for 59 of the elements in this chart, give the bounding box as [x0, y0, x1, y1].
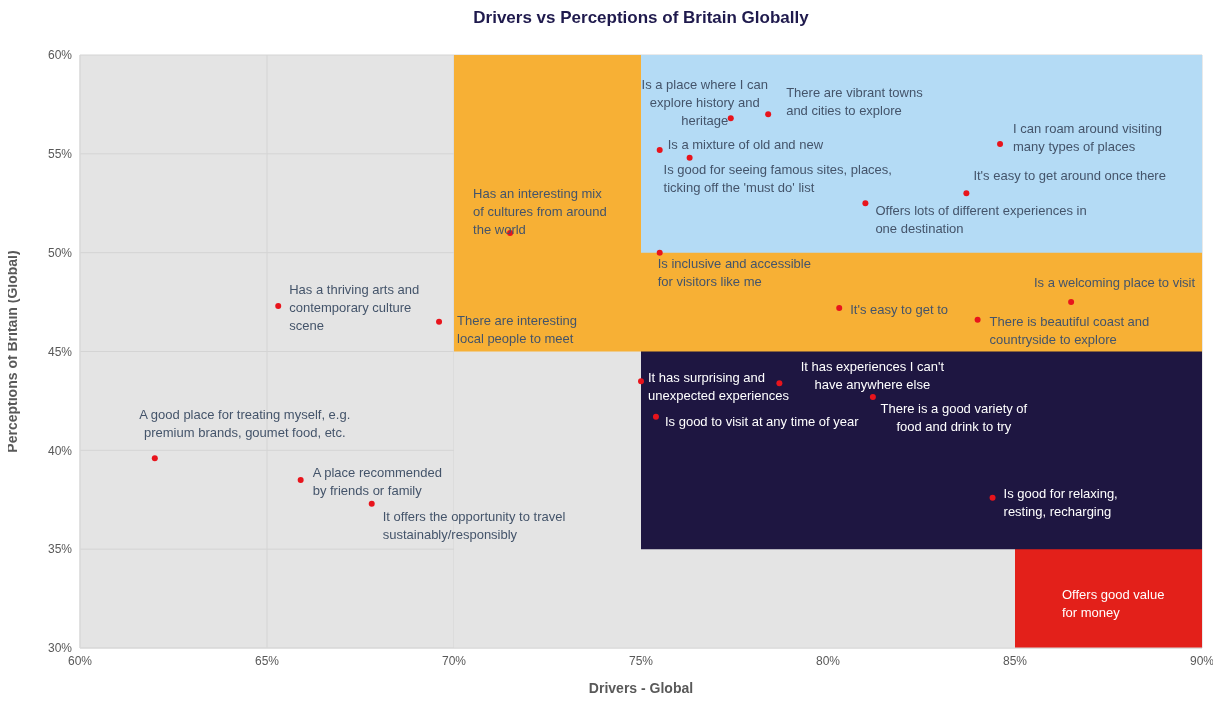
x-tick-label: 60%: [67, 653, 93, 668]
data-label: Is a mixture of old and new: [667, 136, 824, 152]
data-label: A good place for treating myself, e.g. premium brands, goumet food, etc.: [139, 406, 351, 440]
point: [652, 413, 659, 420]
data-label: It offers the opportunity to travel sustainably/responsibly: [382, 508, 566, 542]
point: [686, 154, 693, 161]
point: [997, 140, 1004, 147]
y-tick-label: 30%: [47, 641, 73, 656]
chart-title: Drivers vs Perceptions of Britain Globally: [472, 8, 810, 28]
point: [765, 111, 772, 118]
y-tick-label: 50%: [47, 245, 73, 260]
y-tick-label: 40%: [47, 443, 73, 458]
y-tick-label: 45%: [47, 344, 73, 359]
x-tick-label: 90%: [1189, 653, 1215, 668]
x-tick-label: 65%: [254, 653, 280, 668]
point: [869, 393, 876, 400]
point: [656, 249, 663, 256]
data-label: Is inclusive and accessible for visitors like me: [657, 255, 811, 289]
data-label: Is good for relaxing, resting, recharging: [1003, 485, 1118, 519]
data-label: Is good for seeing famous sites, places, ticking off the 'must do' list: [663, 161, 892, 195]
data-label: It's easy to get around once there: [973, 167, 1166, 183]
data-label: There are interesting local people to meet: [457, 312, 577, 346]
data-label: Is good to visit at any time of year: [664, 413, 860, 429]
x-tick-label: 85%: [1002, 653, 1028, 668]
data-label: Is a welcoming place to visit: [1033, 274, 1196, 290]
data-label: There is a good variety of food and drink to try: [880, 400, 1028, 434]
x-tick-label: 70%: [441, 653, 467, 668]
point: [776, 380, 783, 387]
x-axis-title: Drivers - Global: [588, 680, 694, 696]
data-label: There are vibrant towns and cities to explore: [786, 84, 924, 118]
point: [436, 318, 443, 325]
point: [836, 305, 843, 312]
data-label: Offers lots of different experiences in one destination: [875, 202, 1087, 236]
data-label: I can roam around visiting many types of places: [1013, 120, 1162, 154]
point: [1068, 299, 1075, 306]
point: [974, 316, 981, 323]
data-label: Is a place where I can explore history and heritage: [641, 76, 768, 128]
point: [368, 500, 375, 507]
data-label: It's easy to get to: [850, 301, 949, 317]
y-tick-label: 55%: [47, 147, 73, 162]
data-label: Has a thriving arts and contemporary culture scene: [289, 281, 420, 333]
x-tick-label: 75%: [628, 653, 654, 668]
y-tick-label: 35%: [47, 542, 73, 557]
point: [638, 378, 644, 385]
point: [989, 494, 996, 501]
point: [151, 455, 158, 462]
y-tick-label: 60%: [47, 48, 73, 63]
point: [963, 190, 970, 197]
data-label: It has experiences I can't have anywhere else: [800, 358, 945, 392]
point: [862, 200, 869, 207]
data-label: It has surprising and unexpected experiences: [648, 369, 790, 403]
data-label: Has an interesting mix of cultures from around the world: [473, 185, 607, 237]
x-tick-label: 80%: [815, 653, 841, 668]
data-label: A place recommended by friends or family: [312, 464, 443, 498]
annotation: Offers good value for money: [1062, 586, 1166, 622]
point: [275, 303, 282, 310]
point: [297, 476, 304, 483]
data-label: There is beautiful coast and countryside to explore: [989, 313, 1150, 347]
point: [656, 146, 663, 153]
